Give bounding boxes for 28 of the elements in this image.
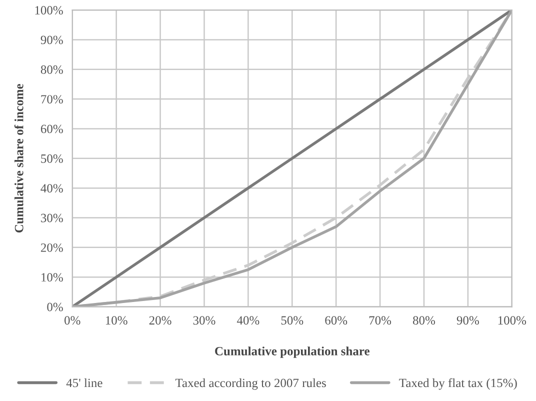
- legend-label: Taxed according to 2007 rules: [175, 378, 326, 390]
- y-tick-label: 20%: [40, 243, 63, 252]
- y-tick-label: 60%: [40, 124, 63, 134]
- x-tick-label: 80%: [412, 316, 436, 325]
- x-axis-title: Cumulative population share: [215, 346, 370, 358]
- x-tick-label: 90%: [456, 316, 479, 325]
- y-tick-label: 0%: [47, 302, 63, 312]
- y-axis-title: Cumulative share of income: [14, 84, 24, 232]
- x-tick-label: 70%: [369, 316, 392, 325]
- y-tick-label: 90%: [40, 36, 63, 44]
- legend-label: Taxed by flat tax (15%): [399, 378, 517, 390]
- y-tick-label: 40%: [40, 184, 63, 193]
- x-tick-label: 30%: [193, 316, 216, 325]
- x-tick-label: 20%: [149, 316, 172, 325]
- y-tick-label: 70%: [41, 95, 63, 104]
- x-tick-label: 60%: [325, 316, 348, 325]
- x-tick-label: 50%: [281, 316, 304, 325]
- x-tick-label: 10%: [106, 316, 128, 325]
- x-tick-label: 100%: [498, 316, 526, 325]
- y-tick-label: 10%: [42, 273, 63, 282]
- y-tick-label: 80%: [40, 65, 63, 74]
- y-tick-label: 30%: [41, 214, 63, 222]
- line-series: [72, 10, 512, 307]
- y-tick-label: 100%: [35, 6, 63, 15]
- y-tick-label: 50%: [41, 154, 63, 163]
- legend-label: 45' line: [66, 378, 102, 388]
- x-tick-label: 0%: [64, 316, 80, 325]
- x-tick-label: 40%: [236, 316, 260, 325]
